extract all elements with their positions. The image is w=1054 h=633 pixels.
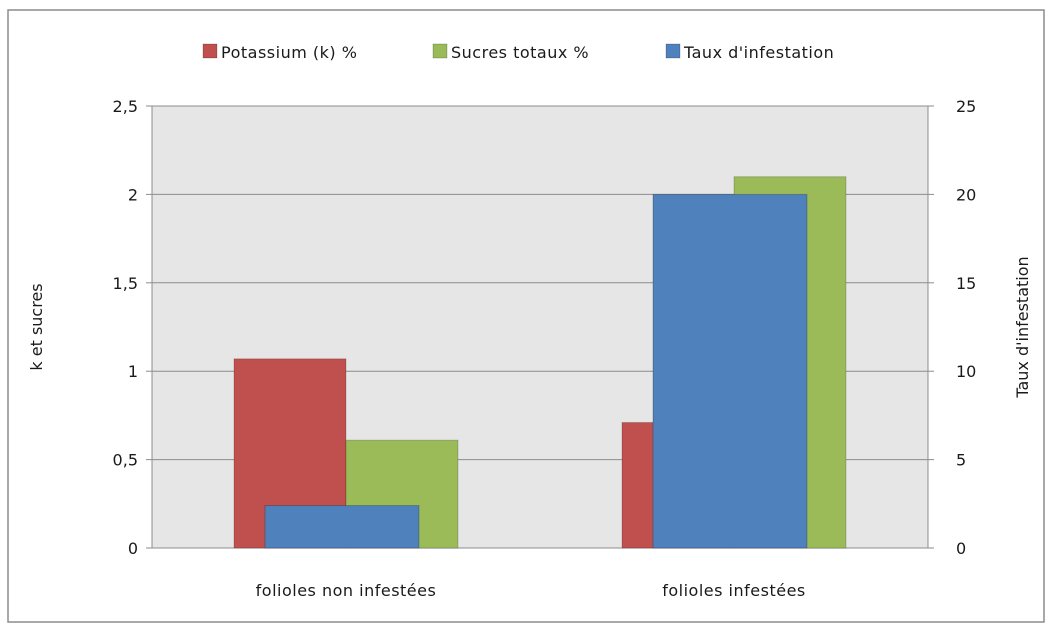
legend-swatch: [665, 43, 681, 59]
bar-taux-d-infestation: [652, 193, 808, 549]
right-tick-label: 15: [956, 274, 976, 293]
legend-label: Sucres totaux %: [451, 43, 589, 62]
right-tick-label: 25: [956, 97, 976, 116]
legend-swatch: [432, 43, 448, 59]
left-axis-title: k et sucres: [27, 283, 46, 370]
category-label: folioles non infestées: [256, 581, 437, 600]
left-tick-label: 2,5: [113, 97, 138, 116]
left-axis-ticks: 0 0,5 1 1,5 2 2,5: [113, 97, 152, 558]
bar-taux-d-infestation: [264, 505, 420, 549]
right-tick-label: 10: [956, 362, 976, 381]
right-tick-label: 20: [956, 185, 976, 204]
left-tick-label: 2: [128, 185, 138, 204]
legend-label: Taux d'infestation: [683, 43, 834, 62]
left-tick-label: 0,5: [113, 451, 138, 470]
right-axis-ticks: 0 5 10 15 20 25: [928, 97, 976, 558]
left-tick-label: 1,5: [113, 274, 138, 293]
legend-swatch: [202, 43, 218, 59]
right-tick-label: 5: [956, 451, 966, 470]
category-label: folioles infestées: [662, 581, 806, 600]
category-labels: folioles non infestées folioles infestées: [256, 581, 806, 600]
right-tick-label: 0: [956, 539, 966, 558]
legend: Potassium (k) % Sucres totaux % Taux d'inf…: [202, 43, 834, 62]
left-tick-label: 1: [128, 362, 138, 381]
left-tick-label: 0: [128, 539, 138, 558]
bars: [233, 176, 847, 549]
legend-label: Potassium (k) %: [221, 43, 357, 62]
right-axis-title: Taux d'infestation: [1013, 256, 1032, 398]
